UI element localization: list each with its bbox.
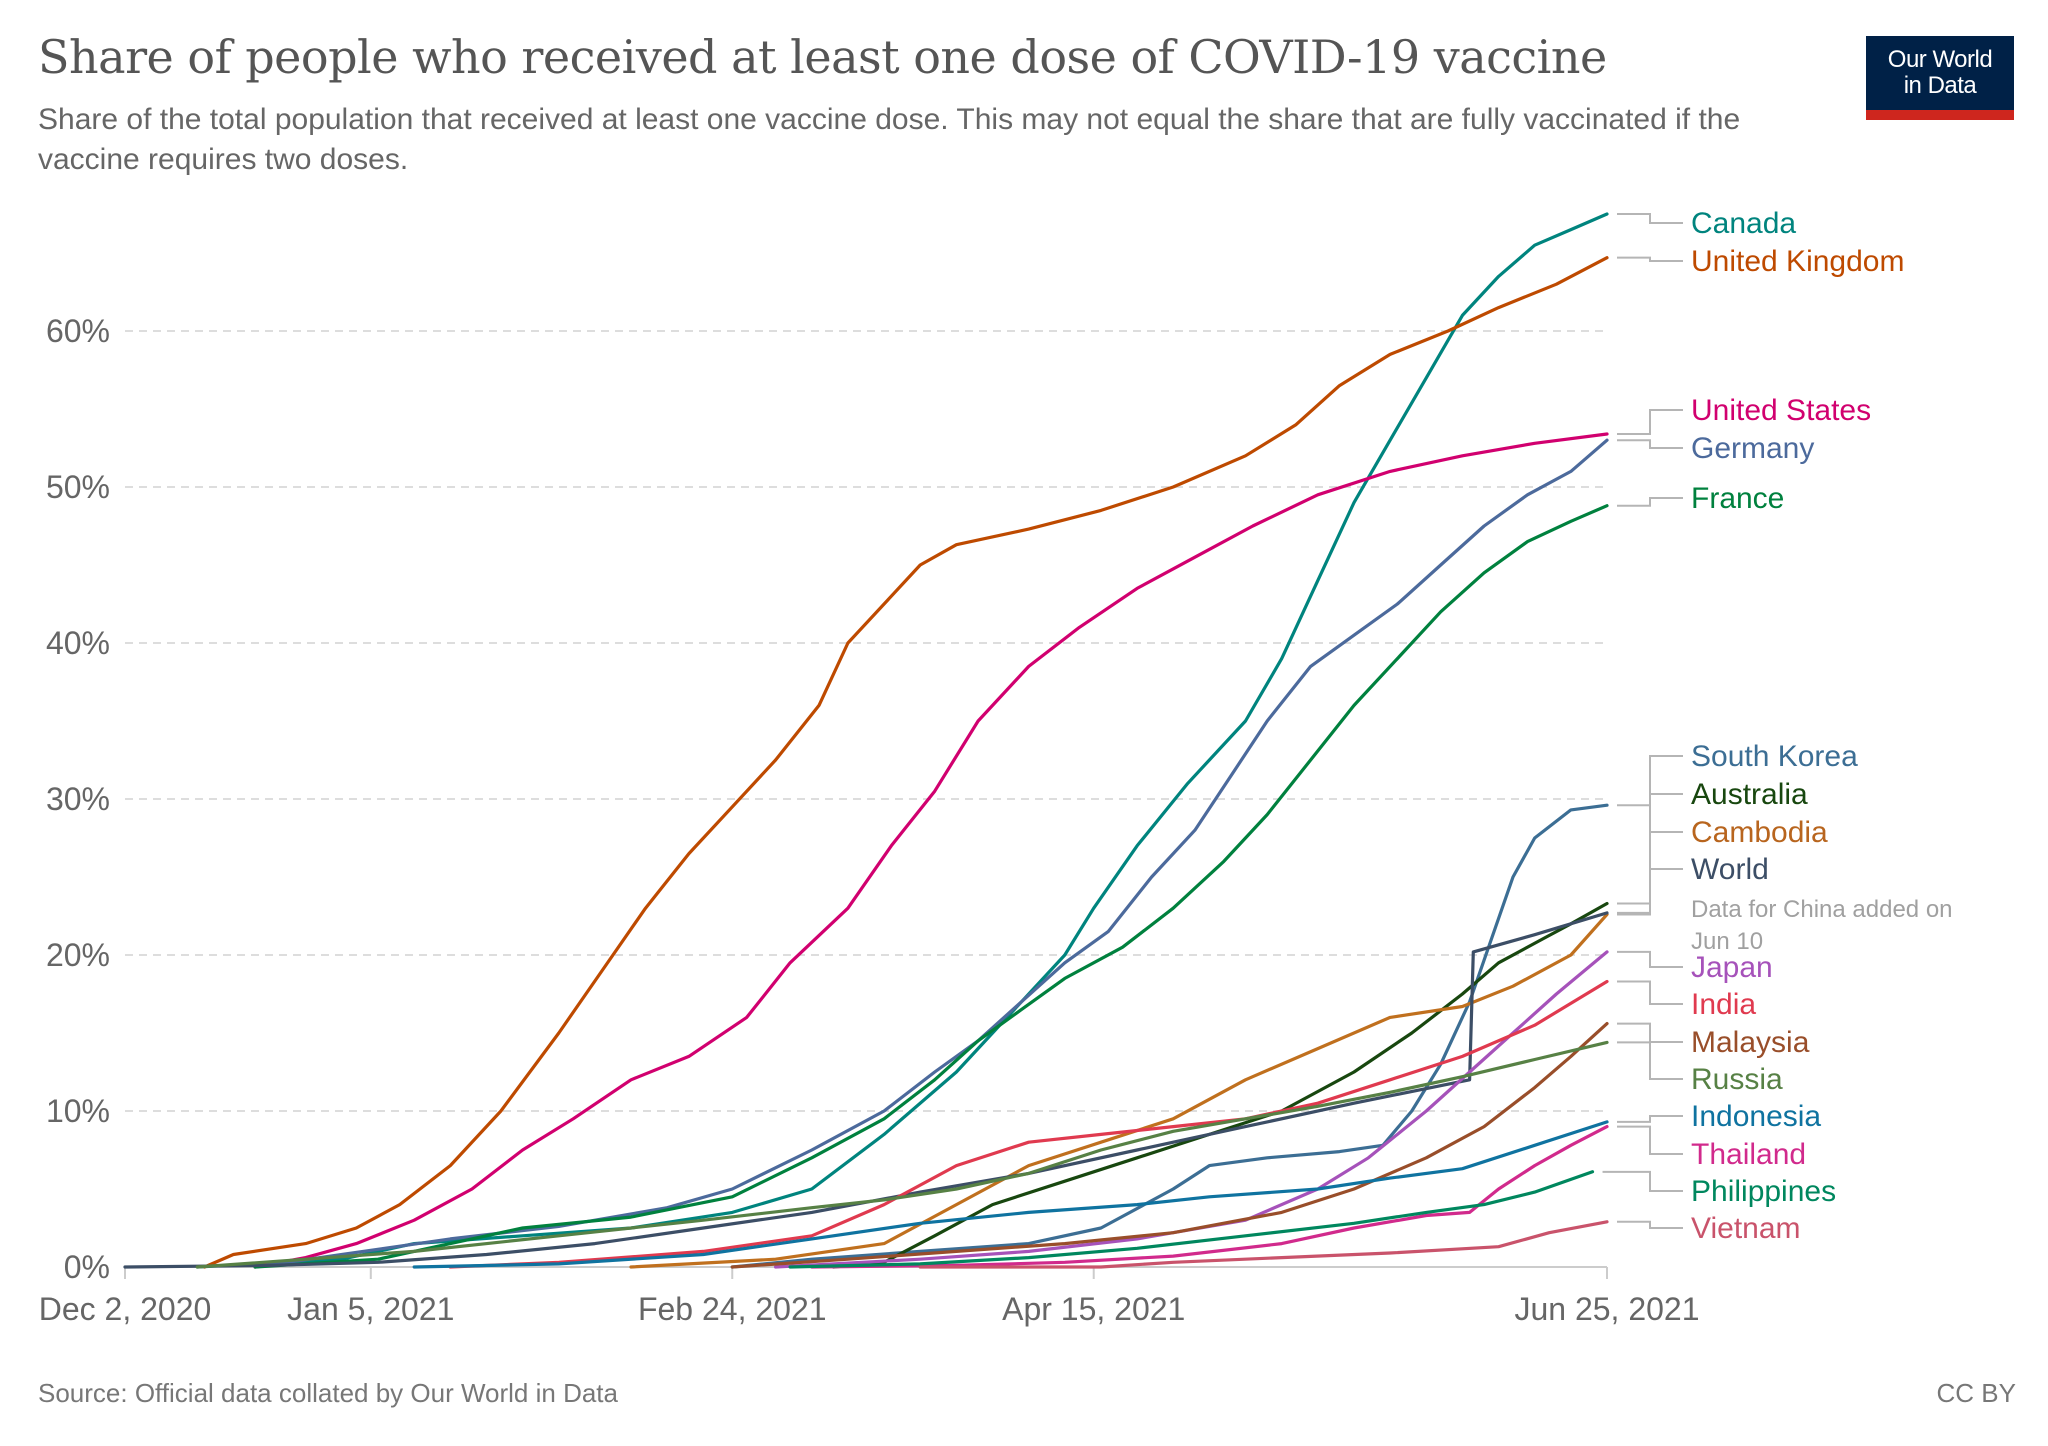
- series-line-thailand: [810, 1125, 1609, 1269]
- series-lines: [123, 212, 1609, 1269]
- legend-label-japan: Japan: [1691, 951, 1773, 984]
- license-link[interactable]: CC BY: [1936, 1378, 2016, 1408]
- legend-connector: [1617, 213, 1683, 224]
- series-line-canada: [195, 212, 1609, 1269]
- series-line-world: [123, 911, 1609, 1269]
- legend-connector: [1617, 1115, 1683, 1123]
- x-tick-label: Apr 15, 2021: [1002, 1291, 1185, 1327]
- x-tick-label: Dec 2, 2020: [39, 1291, 212, 1327]
- legend-label-russia: Russia: [1691, 1063, 1783, 1096]
- series-line-united-kingdom: [202, 256, 1609, 1269]
- legend: Canada United Kingdom United States Germany…: [1602, 207, 1953, 1245]
- logo-line-2: in Data: [1903, 72, 1977, 99]
- legend-label-australia: Australia: [1691, 778, 1808, 811]
- y-tick-label: 0%: [64, 1249, 110, 1285]
- source-note: Source: Official data collated by Our Wo…: [38, 1378, 618, 1408]
- legend-connector: [1617, 1125, 1683, 1155]
- x-axis: Dec 2, 2020 Jan 5, 2021 Feb 24, 2021 Apr 15…: [39, 1266, 1700, 1327]
- logo-red-bar: [1866, 110, 2014, 120]
- legend-connector: [1617, 980, 1683, 1005]
- world-note-line-1: Data for China added on: [1691, 896, 1953, 923]
- legend-label-south-korea: South Korea: [1691, 740, 1858, 773]
- y-tick-label: 20%: [46, 937, 110, 973]
- series-line-france: [253, 504, 1609, 1269]
- y-axis: 0% 10% 20% 30% 40% 50% 60%: [46, 313, 110, 1285]
- legend-connector: [1617, 497, 1683, 507]
- series-line-philippines: [788, 1170, 1595, 1269]
- y-tick-label: 60%: [46, 313, 110, 349]
- series-line-south-korea: [730, 803, 1609, 1269]
- y-tick-label: 40%: [46, 625, 110, 661]
- legend-connector: [1617, 256, 1683, 262]
- legend-label-india: India: [1691, 988, 1756, 1021]
- y-tick-label: 10%: [46, 1093, 110, 1129]
- legend-label-philippines: Philippines: [1691, 1175, 1836, 1208]
- series-line-australia: [831, 901, 1609, 1269]
- legend-connector: [1617, 439, 1683, 449]
- x-tick-label: Jun 25, 2021: [1514, 1291, 1699, 1327]
- legend-label-france: France: [1691, 482, 1784, 515]
- logo-line-1: Our World: [1887, 46, 1993, 73]
- legend-connector: [1617, 868, 1683, 914]
- legend-label-malaysia: Malaysia: [1691, 1026, 1810, 1059]
- series-line-vietnam: [918, 1220, 1609, 1269]
- x-tick-label: Feb 24, 2021: [638, 1291, 827, 1327]
- legend-label-thailand: Thailand: [1691, 1138, 1806, 1171]
- legend-connector: [1617, 1220, 1683, 1229]
- series-line-germany: [253, 438, 1609, 1269]
- x-tick-label: Jan 5, 2021: [287, 1291, 454, 1327]
- owid-logo[interactable]: Our World in Data: [1866, 36, 2014, 120]
- world-note-line-2: Jun 10: [1691, 928, 1763, 955]
- chart-subtitle: Share of the total population that recei…: [38, 103, 1741, 176]
- series-line-india: [448, 979, 1609, 1269]
- legend-label-cambodia: Cambodia: [1691, 816, 1828, 849]
- series-line-united-states: [253, 432, 1609, 1269]
- legend-label-united-kingdom: United Kingdom: [1691, 245, 1904, 278]
- legend-label-world: World: [1691, 853, 1769, 886]
- gridlines: [125, 330, 1607, 1112]
- series-line-malaysia: [730, 1022, 1609, 1269]
- legend-connector: [1617, 950, 1683, 968]
- legend-connector: [1617, 409, 1683, 435]
- legend-connector: [1602, 1170, 1683, 1192]
- legend-label-vietnam: Vietnam: [1691, 1212, 1801, 1245]
- legend-label-canada: Canada: [1691, 207, 1796, 240]
- series-line-russia: [195, 1040, 1609, 1269]
- series-line-japan: [774, 950, 1609, 1269]
- series-line-cambodia: [629, 912, 1609, 1269]
- series-line-indonesia: [412, 1120, 1609, 1269]
- legend-connector: [1617, 1022, 1683, 1043]
- chart-title: Share of people who received at least on…: [38, 30, 1607, 84]
- y-tick-label: 30%: [46, 781, 110, 817]
- legend-label-germany: Germany: [1691, 432, 1814, 465]
- legend-connector: [1617, 755, 1683, 807]
- legend-label-indonesia: Indonesia: [1691, 1100, 1821, 1133]
- legend-connector: [1617, 1041, 1683, 1080]
- legend-label-united-states: United States: [1691, 394, 1871, 427]
- y-tick-label: 50%: [46, 469, 110, 505]
